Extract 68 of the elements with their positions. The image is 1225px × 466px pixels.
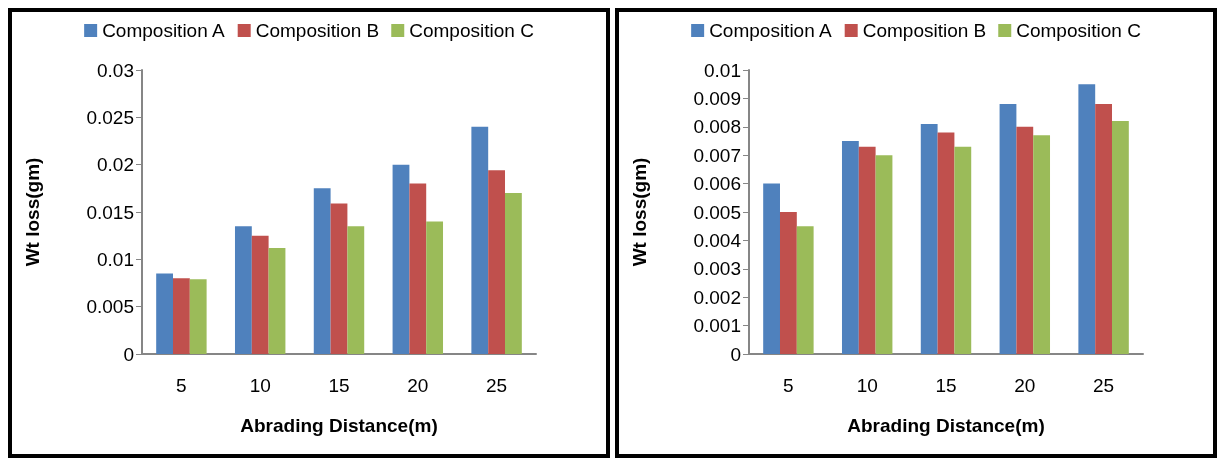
y-tick-label: 0.001 [693,315,741,337]
y-tick-label: 0.025 [86,106,134,128]
x-axis-title: Abrading Distance(m) [240,415,438,436]
bar [251,235,269,354]
y-tick-label: 0.009 [693,87,741,109]
bar [999,104,1017,354]
bar [234,226,252,354]
bar [268,247,286,354]
y-tick-label: 0.015 [86,201,134,223]
y-axis-title: Wt loss(gm) [22,157,43,267]
bar [937,132,955,354]
y-tick-label: 0.03 [97,59,134,81]
y-tick-label: 0.003 [693,258,741,280]
x-tick-label: 20 [1014,375,1036,396]
bar [779,212,797,354]
y-tick-label: 0.002 [693,286,741,308]
legend-label: Composition A [709,20,832,41]
bar [426,221,444,354]
y-axis-title: Wt loss(gm) [629,157,650,267]
x-tick-label: 20 [407,375,429,396]
y-tick-label: 0.005 [86,296,134,318]
bar [920,123,938,354]
y-tick-label: 0.01 [704,59,741,81]
bar [1095,104,1113,354]
x-tick-label: 15 [328,375,350,396]
legend-label: Composition A [102,20,225,41]
bar [471,126,489,354]
bar [409,183,427,354]
y-tick-label: 0 [730,343,741,365]
x-axis-title: Abrading Distance(m) [847,415,1045,436]
bar [505,193,522,354]
y-tick-label: 0.005 [693,201,741,223]
bar [330,203,348,354]
bar [858,146,876,354]
bar [875,155,893,354]
y-tick-label: 0.02 [97,154,134,176]
bar [1033,135,1051,354]
x-tick-label: 5 [176,375,187,396]
x-tick-label: 25 [1093,375,1115,396]
y-tick-label: 0 [123,343,134,365]
bar [156,273,173,354]
bar [313,188,331,354]
y-tick-label: 0.007 [693,144,741,166]
y-tick-label: 0.01 [97,248,134,270]
legend-label: Composition C [1016,20,1141,41]
legend-label: Composition C [409,20,534,41]
bar [347,226,365,354]
x-tick-label: 15 [935,375,957,396]
legend-label: Composition B [255,20,380,41]
x-tick-label: 10 [249,375,271,396]
x-tick-label: 5 [783,375,794,396]
bar [796,226,814,354]
x-tick-label: 10 [856,375,878,396]
bar [392,164,410,354]
y-tick-label: 0.008 [693,116,741,138]
bar [172,278,190,354]
bar [189,279,207,354]
bar [1112,121,1129,354]
bar [1078,84,1096,354]
bar [1016,126,1034,354]
bar [841,141,859,354]
y-tick-label: 0.004 [693,229,742,251]
bar [954,146,972,354]
legend-label: Composition B [862,20,987,41]
x-tick-label: 25 [486,375,508,396]
bar [763,183,780,354]
y-tick-label: 0.006 [693,173,741,195]
bar [488,170,506,354]
